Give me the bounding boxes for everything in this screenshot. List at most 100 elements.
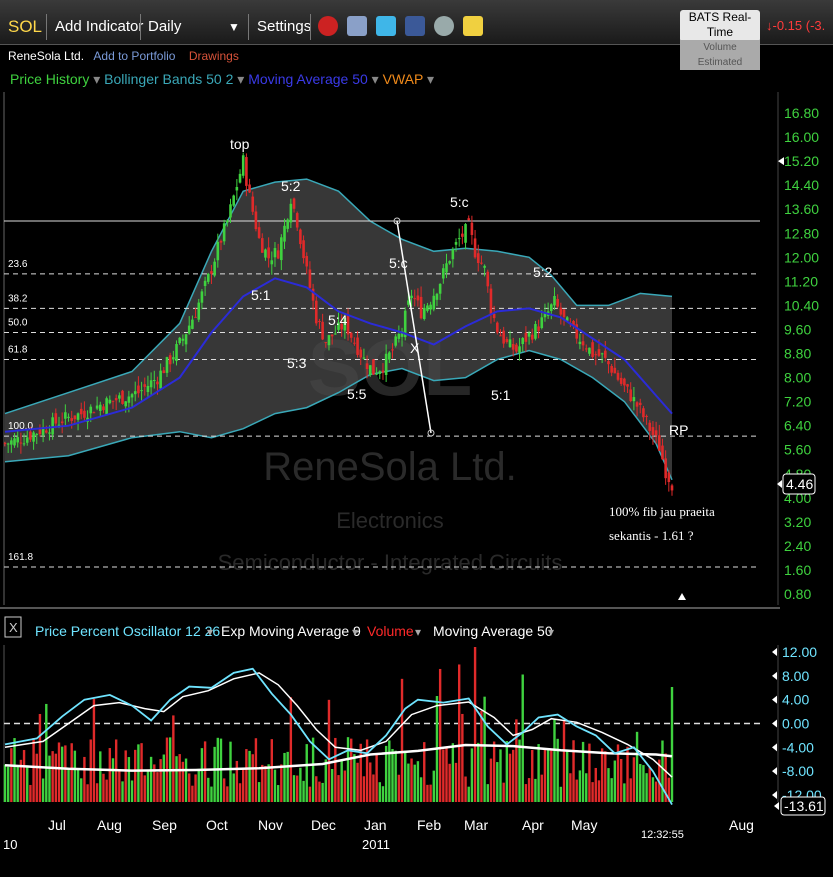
price-candle [442,268,445,279]
chevron-down-icon: ▾ [207,625,213,639]
drawings-link[interactable]: Drawings [188,49,239,63]
volume-bar [623,783,626,802]
volume-bar [635,731,639,802]
price-candle [359,349,363,358]
last-value-box [780,796,826,816]
volume-bar [19,759,23,802]
price-candle [375,373,378,375]
price-candle [127,396,131,403]
price-candle [470,222,474,235]
price-candle [607,361,610,365]
moving-average-legend[interactable]: Moving Average 50 [248,71,368,87]
volume-bar [337,775,340,802]
volume-bar [302,780,305,802]
chevron-down-icon[interactable]: ▼ [228,20,240,34]
price-candle [226,220,229,223]
twitter-icon[interactable] [376,16,396,36]
price-candle [492,313,496,319]
volume-bar [188,773,191,802]
ema-legend[interactable]: Exp Moving Average 9 [221,623,361,639]
add-indicator-button[interactable]: Add Indicator [55,18,144,35]
price-candle [35,433,39,435]
price-candle [260,238,264,253]
volume-bar [388,740,391,802]
alarm-clock-icon[interactable] [318,16,338,36]
volume-bar [200,748,204,802]
ppo-line [4,667,673,806]
price-axis-tick: 7.20 [784,394,811,410]
volume-bar [369,762,372,802]
last-price-box [782,473,816,495]
vwap-legend[interactable]: VWAP [382,71,424,87]
volume-bar [613,760,617,802]
price-candle [273,248,277,258]
price-axis-tick: 12.00 [784,249,819,265]
note-icon[interactable] [463,16,483,36]
volume-bar [562,720,566,802]
price-axis-tick: 8.80 [784,346,811,362]
price-candle [210,271,213,274]
volume-bar [245,749,248,802]
volume-bar [305,744,308,802]
volume-bar [283,752,286,802]
price-change: ↓-0.15 (-3. [766,18,826,33]
volume-bar [327,699,331,802]
price-axis-tick: 9.60 [784,321,811,337]
volume-bar [464,776,467,802]
volume-bar [451,743,455,802]
volume-bar [661,740,664,802]
bollinger-legend[interactable]: Bollinger Bands 50 2 [104,71,234,87]
interval-select[interactable]: Daily [148,18,182,35]
volume-bar [280,764,283,802]
oscillator-axis-tick: 4.00 [782,692,809,708]
volume-bar [423,742,426,802]
volume-legend[interactable]: Volume [367,623,414,639]
volume-bar [324,759,327,802]
x-axis-month: Aug [729,817,754,833]
settings-button[interactable]: Settings [257,18,312,35]
fib-level-label: 38.2 [8,293,28,304]
volume-bar [153,764,156,802]
volume-bar [511,749,515,802]
price-candle [286,219,289,229]
axis-arrow-icon [772,671,777,680]
price-candle [521,338,525,345]
fib-note-line: sekantis - 1.61 ? [609,528,694,543]
volume-bar [232,773,235,802]
volume-bar [651,777,655,802]
x-axis-year: 2011 [362,837,390,852]
price-candle [543,312,547,318]
price-candle [476,253,480,264]
symbol-field[interactable]: SOL [8,17,43,36]
ppo-legend[interactable]: Price Percent Oscillator 12 26 [35,623,220,639]
price-candle [245,157,248,186]
price-candle [445,263,448,273]
volume-bar [524,784,528,802]
price-candle [340,323,343,330]
price-axis-tick: 5.60 [784,442,811,458]
volume-bar [162,754,166,802]
volume-bar [60,746,64,802]
price-candle [394,336,397,346]
x-axis-month: Apr [522,817,544,833]
volume-ma-legend[interactable]: Moving Average 50 [433,623,553,639]
price-candle [410,295,413,299]
volume-bar [261,764,264,802]
volume-bar [38,713,42,802]
volume-bar [121,781,124,802]
camera-icon[interactable] [434,16,454,36]
price-candle [172,357,175,360]
add-to-portfolio-link[interactable]: Add to Portfolio [93,49,176,63]
price-candle [499,335,502,337]
price-history-legend[interactable]: Price History [10,71,90,87]
price-axis-tick: 16.80 [784,105,819,121]
volume-bar [248,750,251,802]
price-candle [194,316,197,318]
facebook-icon[interactable] [405,16,425,36]
price-candle [661,445,664,460]
documents-icon[interactable] [347,16,367,36]
volume-bar [508,753,512,802]
volume-bar [559,786,563,802]
volume-bar [384,745,388,802]
volume-bar [242,769,245,802]
